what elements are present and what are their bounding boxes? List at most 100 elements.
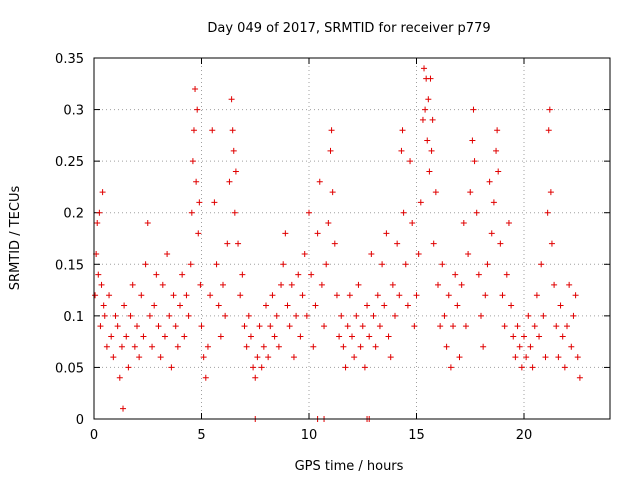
data-point (328, 127, 335, 134)
data-point (290, 354, 297, 361)
data-point (486, 178, 493, 185)
data-point (151, 302, 158, 309)
data-point (258, 364, 265, 371)
data-point (174, 343, 181, 350)
data-point (314, 230, 321, 237)
y-axis-label: SRMTID / TECUs (8, 186, 23, 291)
data-point (288, 281, 295, 288)
data-point (361, 364, 368, 371)
data-point (197, 281, 204, 288)
data-point (118, 343, 125, 350)
data-point (521, 333, 527, 340)
data-point (260, 343, 267, 350)
y-tick-label: 0.05 (55, 361, 84, 376)
data-point (138, 292, 145, 299)
data-point (399, 127, 406, 134)
data-point (161, 333, 168, 340)
data-point (198, 323, 205, 330)
data-point (424, 137, 431, 144)
data-point (413, 292, 420, 299)
data-point (392, 312, 398, 319)
data-point (508, 302, 515, 309)
data-point (153, 271, 160, 278)
data-point (98, 281, 105, 288)
data-point (196, 199, 203, 206)
data-point (278, 281, 285, 288)
data-point (516, 343, 523, 350)
plot-frame (93, 57, 611, 420)
data-point (555, 354, 562, 361)
data-point (232, 168, 239, 175)
data-point (458, 281, 465, 288)
data-point (188, 209, 195, 216)
data-point (349, 333, 355, 340)
data-point (570, 312, 577, 319)
x-tick-label: 20 (516, 428, 533, 443)
data-point (497, 240, 504, 247)
data-point (170, 292, 177, 299)
data-point (544, 209, 551, 216)
data-point (368, 250, 375, 257)
data-point (429, 116, 436, 123)
data-point (166, 312, 173, 319)
data-point (404, 302, 411, 309)
data-point (557, 302, 564, 309)
data-point (235, 240, 242, 247)
data-point (241, 323, 248, 330)
data-point (209, 127, 216, 134)
data-point (114, 323, 121, 330)
data-point (426, 168, 433, 175)
data-point (97, 323, 104, 330)
data-point (94, 220, 101, 227)
data-point (505, 220, 512, 227)
data-point (396, 292, 403, 299)
data-point (540, 312, 547, 319)
data-point (450, 323, 457, 330)
data-point (121, 302, 128, 309)
x-tick-label: 10 (301, 428, 318, 443)
data-point (189, 158, 196, 165)
y-tick-label: 0.15 (55, 258, 84, 273)
data-point (299, 292, 306, 299)
data-point (155, 323, 162, 330)
data-point (146, 312, 153, 319)
data-point (263, 302, 269, 309)
data-point (465, 250, 472, 257)
data-point (183, 292, 190, 299)
data-point (364, 302, 371, 309)
data-point (224, 240, 231, 247)
data-point (247, 333, 254, 340)
data-point (110, 354, 117, 361)
data-point (157, 354, 164, 361)
chart-title: Day 049 of 2017, SRMTID for receiver p77… (207, 21, 490, 36)
data-point (518, 364, 525, 371)
data-point (340, 343, 347, 350)
data-point (100, 302, 107, 309)
data-point (568, 343, 575, 350)
data-point (419, 116, 426, 123)
data-point (525, 312, 532, 319)
data-point (470, 106, 477, 113)
data-point (452, 271, 459, 278)
data-point (469, 137, 476, 144)
data-point (149, 343, 156, 350)
data-point (308, 271, 315, 278)
data-point (207, 292, 214, 299)
data-point (303, 312, 310, 319)
data-point (125, 364, 132, 371)
data-point (220, 281, 226, 288)
data-point (312, 302, 319, 309)
data-point (548, 240, 555, 247)
data-point (142, 261, 149, 268)
data-point (490, 199, 497, 206)
data-point (129, 281, 136, 288)
y-tick-label: 0 (76, 413, 84, 428)
data-point (533, 292, 540, 299)
data-point (144, 220, 151, 227)
data-point (267, 323, 274, 330)
data-point (564, 323, 570, 330)
data-point (297, 333, 304, 340)
data-point (576, 374, 583, 381)
data-point (273, 312, 280, 319)
